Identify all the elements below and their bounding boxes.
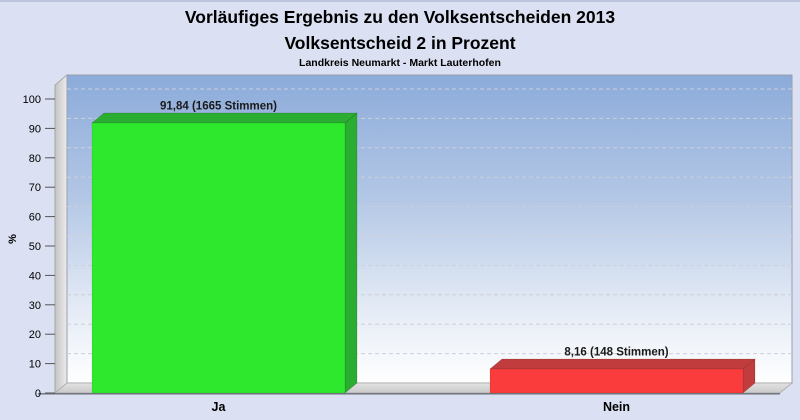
y-tick-label: 10: [29, 359, 41, 371]
bar-top-face-ja: [91, 112, 358, 124]
y-tick-label: 100: [23, 94, 41, 106]
y-tick-label: 90: [29, 123, 41, 135]
y-axis-title: %: [7, 234, 19, 244]
bar-nein: [489, 368, 744, 394]
y-tick-label: 20: [29, 329, 41, 341]
bar-value-label-nein: 8,16 (148 Stimmen): [564, 347, 668, 359]
chart-region-label: Landkreis Neumarkt - Markt Lauterhofen: [299, 57, 501, 69]
y-tick-label: 60: [29, 212, 41, 224]
y-tick-label: 80: [29, 153, 41, 165]
chart-header: Vorläufiges Ergebnis zu den Volksentsche…: [0, 4, 800, 70]
y-tick-label: 50: [29, 241, 41, 253]
left-wall: [54, 74, 68, 394]
bar-value-label-ja: 91,84 (1665 Stimmen): [160, 100, 277, 112]
bar-ja: [91, 122, 346, 394]
chart-title: Vorläufiges Ergebnis zu den Volksentsche…: [184, 7, 616, 27]
y-tick-label: 40: [29, 270, 41, 282]
category-label-nein: Nein: [603, 400, 630, 414]
bar-right-face-ja: [344, 112, 358, 394]
y-tick-label: 0: [35, 388, 41, 400]
y-tick-label: 30: [29, 300, 41, 312]
bar-top-face-nein: [489, 358, 756, 370]
category-label-ja: Ja: [212, 400, 227, 414]
y-tick-label: 70: [29, 182, 41, 194]
chart-subtitle: Volksentscheid 2 in Prozent: [284, 33, 516, 53]
